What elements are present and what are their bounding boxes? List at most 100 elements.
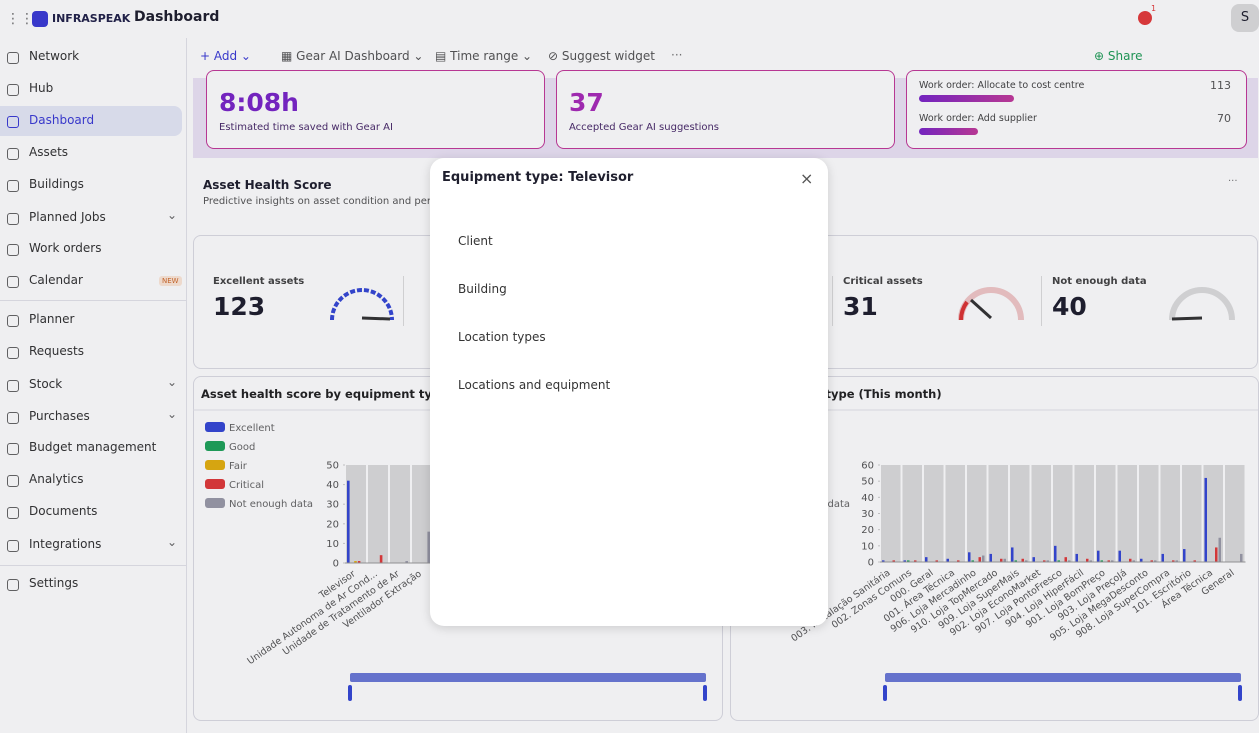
bar bbox=[357, 561, 361, 563]
bar bbox=[1172, 560, 1175, 562]
dashboard-select[interactable]: ▦ Gear AI Dashboard ⌄ bbox=[281, 49, 424, 63]
badge: NEW bbox=[159, 276, 182, 286]
legend-swatch bbox=[205, 498, 225, 508]
bar bbox=[1193, 560, 1196, 562]
nav-item[interactable]: Dashboard bbox=[29, 113, 95, 127]
slider-handle[interactable] bbox=[1238, 685, 1242, 701]
modal-item[interactable]: Client bbox=[458, 234, 493, 248]
legend-label: Excellent bbox=[229, 423, 275, 434]
avatar[interactable]: S bbox=[1231, 4, 1259, 32]
add-button[interactable]: + Add ⌄ bbox=[200, 49, 251, 63]
column-bg bbox=[1031, 465, 1051, 562]
y-tick-label: 0 bbox=[333, 559, 339, 570]
label: Time range bbox=[450, 49, 519, 63]
y-tick-label: 50 bbox=[326, 461, 339, 472]
nav-item[interactable]: Documents bbox=[29, 504, 98, 518]
card-value: 123 bbox=[213, 292, 266, 321]
legend-label: Critical bbox=[229, 480, 264, 491]
chevron: ⌄ bbox=[167, 535, 178, 549]
y-tick-label: 50 bbox=[861, 477, 874, 488]
bar bbox=[427, 531, 430, 563]
nav-item[interactable]: Purchases bbox=[29, 409, 90, 423]
modal-title: Equipment type: Televisor bbox=[442, 170, 634, 185]
column-bg bbox=[945, 465, 965, 562]
apps-icon[interactable]: ⋮⋮ bbox=[6, 11, 34, 27]
bar bbox=[1086, 558, 1089, 562]
nav-icon bbox=[7, 443, 19, 455]
card-value: 40 bbox=[1052, 292, 1087, 321]
label: Share bbox=[1107, 49, 1143, 63]
nav-icon bbox=[7, 116, 19, 128]
stat-label: Estimated time saved with Gear AI bbox=[219, 122, 393, 133]
bar bbox=[935, 560, 938, 562]
nav-item[interactable]: Stock bbox=[29, 377, 63, 391]
bar bbox=[1075, 553, 1078, 562]
more-button[interactable]: ··· bbox=[671, 48, 683, 62]
bar bbox=[405, 561, 408, 563]
nav-icon bbox=[7, 180, 19, 192]
time-range[interactable]: ▤ Time range ⌄ bbox=[435, 49, 533, 63]
bar bbox=[925, 557, 928, 562]
bar bbox=[907, 560, 910, 562]
share-button[interactable]: ⊕ Share bbox=[1094, 49, 1143, 63]
nav-item[interactable]: Buildings bbox=[29, 177, 84, 191]
nav-icon bbox=[7, 84, 19, 96]
nav-item[interactable]: Settings bbox=[29, 576, 79, 590]
chevron: ⌄ bbox=[167, 407, 178, 421]
bar bbox=[1097, 550, 1100, 562]
y-tick-label: 40 bbox=[326, 480, 339, 491]
chart-title: Asset health score by equipment type (Th… bbox=[201, 387, 477, 401]
y-tick-label: 10 bbox=[326, 539, 339, 550]
nav-icon bbox=[7, 540, 19, 552]
y-tick-label: 60 bbox=[861, 461, 874, 472]
close-button[interactable]: × bbox=[800, 169, 814, 188]
column-bg bbox=[412, 465, 432, 563]
modal-item[interactable]: Locations and equipment bbox=[458, 378, 611, 392]
column-bg bbox=[1096, 465, 1116, 562]
nav-item[interactable]: Integrations bbox=[29, 537, 102, 551]
section-title: Asset Health Score bbox=[203, 178, 332, 192]
slider-handle[interactable] bbox=[703, 685, 707, 701]
nav-item[interactable]: Network bbox=[29, 49, 80, 63]
chevron: ⌄ bbox=[167, 375, 178, 389]
bar bbox=[1129, 558, 1132, 562]
bar bbox=[1043, 560, 1046, 562]
slider-handle[interactable] bbox=[883, 685, 887, 701]
nav-item[interactable]: Hub bbox=[29, 81, 54, 95]
nav-item[interactable]: Requests bbox=[29, 344, 84, 358]
notifications[interactable] bbox=[1138, 11, 1152, 25]
suggest-widget[interactable]: ⊘ Suggest widget bbox=[548, 49, 655, 63]
bar bbox=[1107, 560, 1110, 562]
bar bbox=[1204, 477, 1207, 562]
bar bbox=[379, 555, 383, 563]
bar bbox=[1021, 558, 1024, 562]
nav-icon bbox=[7, 475, 19, 487]
nav-item[interactable]: Budget management bbox=[29, 440, 157, 454]
gauge bbox=[958, 287, 1024, 321]
modal-item[interactable]: Building bbox=[458, 282, 507, 296]
gauge bbox=[1169, 287, 1235, 321]
logo bbox=[32, 11, 48, 27]
slider-handle[interactable] bbox=[348, 685, 352, 701]
active-highlight bbox=[0, 106, 182, 136]
nav-item[interactable]: Work orders bbox=[29, 241, 102, 255]
more-button[interactable]: ··· bbox=[1228, 176, 1238, 187]
brand: INFRASPEAK bbox=[52, 12, 131, 25]
range-slider[interactable] bbox=[885, 673, 1241, 682]
y-tick-label: 30 bbox=[326, 500, 339, 511]
range-slider[interactable] bbox=[350, 673, 706, 682]
nav-item[interactable]: Analytics bbox=[29, 472, 84, 486]
bar bbox=[989, 553, 992, 562]
nav-item[interactable]: Planned Jobs bbox=[29, 210, 106, 224]
nav-icon bbox=[7, 579, 19, 591]
nav-item[interactable]: Planner bbox=[29, 312, 75, 326]
nav-item[interactable]: Calendar bbox=[29, 273, 83, 287]
modal-item[interactable]: Location types bbox=[458, 330, 546, 344]
bar bbox=[1068, 560, 1071, 562]
nav-icon bbox=[7, 347, 19, 359]
gauge bbox=[330, 288, 394, 321]
card-label: Excellent assets bbox=[213, 276, 305, 287]
nav-item[interactable]: Assets bbox=[29, 145, 69, 159]
y-tick-label: 20 bbox=[861, 525, 874, 536]
legend-swatch bbox=[205, 441, 225, 451]
